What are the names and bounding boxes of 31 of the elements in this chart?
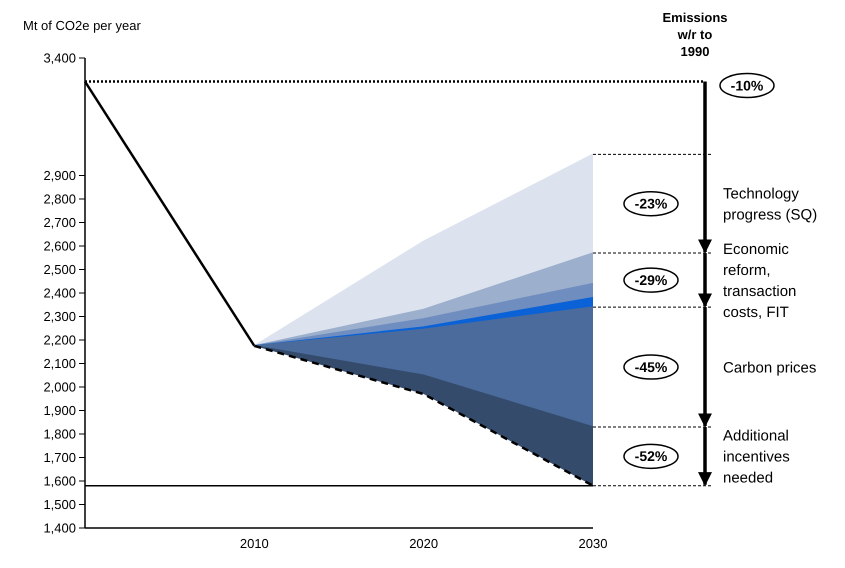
y-tick-label: 1,900 (43, 403, 76, 418)
y-tick-label: 2,000 (43, 380, 76, 395)
x-tick-label: 2030 (578, 536, 608, 551)
text: -23% (634, 196, 668, 212)
y-tick-label: 2,800 (43, 192, 76, 207)
text: Economic reform, transaction costs, FIT (723, 240, 796, 321)
y-tick-label: 2,600 (43, 238, 76, 254)
text: Additional incentives needed (723, 428, 790, 487)
y-tick-label: 2,700 (43, 215, 76, 230)
text: -45% (634, 358, 668, 375)
y-tick-label: 1,700 (43, 450, 76, 466)
x-tick-label: 2010 (240, 536, 269, 551)
y-tick-label: 1,800 (43, 426, 76, 442)
y-axis-title: Mt of CO2e per year (23, 18, 142, 33)
y-tick-label: 2,500 (43, 262, 76, 278)
text: Technology progress (SQ) (723, 185, 818, 224)
text: Carbon prices (723, 359, 816, 376)
text: Emissions w/r to 1990 (662, 10, 728, 59)
y-tick-label: 1,600 (43, 474, 76, 489)
y-tick-label: 1,500 (43, 497, 76, 512)
y-tick-label: 2,400 (43, 286, 76, 301)
y-tick-label: 2,100 (43, 356, 76, 372)
text: -10% (730, 77, 764, 94)
y-tick-label: 2,200 (43, 332, 76, 348)
y-tick-label: 2,900 (43, 168, 76, 184)
y-tick-label: 3,400 (43, 50, 76, 66)
y-tick-label: 1,400 (43, 520, 76, 536)
y-tick-label: 2,300 (43, 309, 76, 324)
text: -29% (634, 272, 668, 288)
text: -52% (634, 448, 668, 464)
x-tick-label: 2020 (409, 536, 438, 551)
